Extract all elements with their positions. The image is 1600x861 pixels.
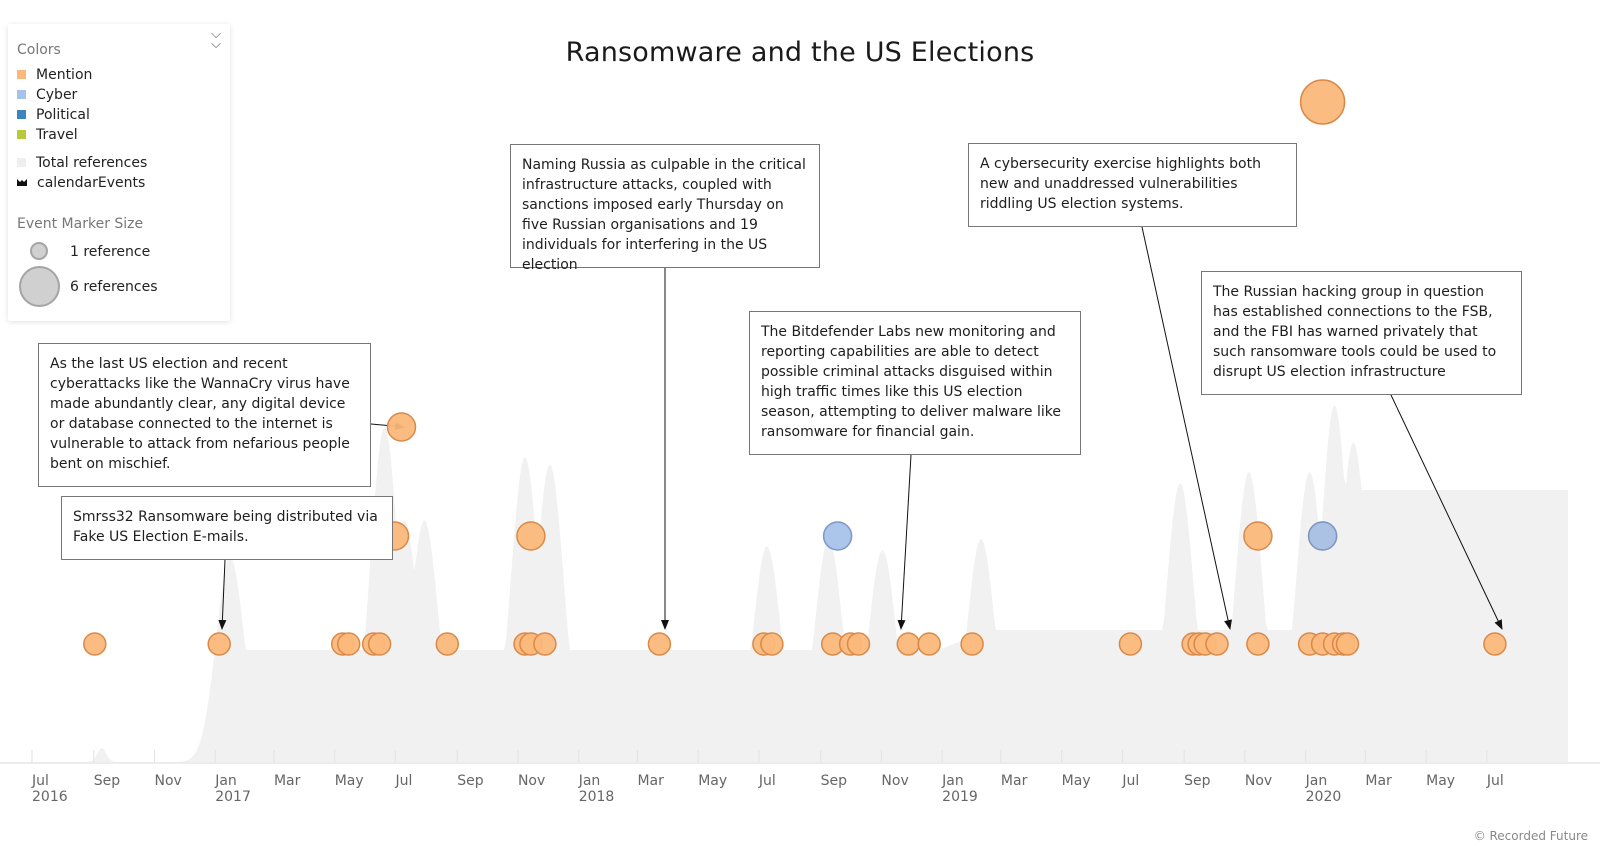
legend-item-label: calendarEvents bbox=[37, 175, 146, 191]
event-marker-mention[interactable] bbox=[896, 632, 921, 656]
legend-item-travel[interactable]: Travel bbox=[17, 126, 78, 144]
x-tick-label: May bbox=[698, 773, 727, 789]
annotation-connectors bbox=[218, 226, 1503, 630]
annotation-connector bbox=[897, 454, 912, 630]
legend-colors-title: Colors bbox=[17, 42, 61, 58]
annotation-box: Naming Russia as culpable in the critica… bbox=[510, 144, 820, 273]
size-small-label: 1 reference bbox=[70, 244, 151, 260]
small-marker-sample bbox=[30, 242, 48, 260]
x-tick-label: Nov bbox=[881, 773, 908, 789]
x-tick-label: Sep bbox=[1184, 773, 1211, 789]
x-tick-label: May bbox=[1426, 773, 1455, 789]
copyright: © Recorded Future bbox=[1473, 829, 1588, 843]
x-tick-year-label: 2017 bbox=[215, 789, 251, 805]
x-tick-label: Mar bbox=[1365, 773, 1392, 789]
event-marker-mention[interactable] bbox=[1483, 632, 1507, 656]
total-references-area bbox=[20, 405, 1568, 762]
legend-item-label: Cyber bbox=[36, 87, 78, 103]
legend-item-total-references[interactable]: Total references bbox=[17, 154, 147, 172]
event-marker-mention[interactable] bbox=[367, 632, 392, 656]
event-marker-mention[interactable] bbox=[760, 632, 784, 656]
x-tick-label: Mar bbox=[274, 773, 301, 789]
legend-size-title: Event Marker Size bbox=[17, 216, 144, 232]
annotation-box: The Bitdefender Labs new monitoring and … bbox=[749, 311, 1081, 455]
event-marker-cyber[interactable] bbox=[822, 521, 853, 551]
event-marker-mention[interactable] bbox=[960, 632, 984, 656]
event-marker-mention[interactable] bbox=[1118, 632, 1143, 656]
x-tick-year-label: 2016 bbox=[32, 789, 68, 805]
calendar-events-icon bbox=[17, 178, 27, 186]
mention-swatch bbox=[17, 69, 26, 79]
x-tick-label: Nov bbox=[1245, 773, 1272, 789]
x-tick-label: Nov bbox=[518, 773, 545, 789]
x-tick-label: Jul bbox=[758, 773, 776, 789]
x-tick-year-label: 2019 bbox=[942, 789, 978, 805]
event-markers bbox=[83, 79, 1507, 656]
legend-item-calendar-events[interactable]: calendarEvents bbox=[17, 174, 145, 192]
legend-item-cyber[interactable]: Cyber bbox=[17, 86, 77, 104]
event-marker-mention[interactable] bbox=[1205, 632, 1229, 656]
x-tick-label: May bbox=[1062, 773, 1091, 789]
event-marker-mention[interactable] bbox=[336, 632, 361, 656]
event-marker-mention[interactable] bbox=[846, 632, 871, 656]
x-tick-label: Jan bbox=[578, 773, 601, 789]
legend-panel: Colors ⌵ ⌵ Mention Cyber Political Travel… bbox=[8, 24, 230, 321]
event-marker-mention[interactable] bbox=[435, 632, 460, 656]
size-large-label: 6 references bbox=[70, 279, 158, 295]
event-marker-mention[interactable] bbox=[647, 632, 672, 656]
event-marker-mention[interactable] bbox=[917, 632, 941, 656]
political-swatch bbox=[17, 109, 26, 119]
x-tick-label: Jul bbox=[1121, 773, 1139, 789]
annotation-connector bbox=[1141, 226, 1232, 630]
annotation-box: The Russian hacking group in question ha… bbox=[1201, 271, 1522, 395]
x-tick-year-label: 2018 bbox=[579, 789, 615, 805]
x-tick-label: Jan bbox=[941, 773, 964, 789]
x-tick-label: Jul bbox=[1486, 773, 1504, 789]
x-tick-label: Jan bbox=[214, 773, 237, 789]
legend-item-label: Total references bbox=[36, 155, 148, 171]
large-marker-sample bbox=[19, 266, 60, 307]
annotation-box: Smrss32 Ransomware being distributed via… bbox=[61, 496, 393, 560]
event-marker-mention[interactable] bbox=[1335, 632, 1360, 656]
x-tick-year-label: 2020 bbox=[1306, 789, 1342, 805]
event-marker-mention[interactable] bbox=[83, 632, 107, 656]
x-tick-label: Jul bbox=[394, 773, 412, 789]
event-marker-mention[interactable] bbox=[1243, 521, 1273, 551]
legend-item-label: Mention bbox=[36, 67, 93, 83]
chart-title: Ransomware and the US Elections bbox=[565, 37, 1035, 68]
x-tick-label: May bbox=[335, 773, 364, 789]
event-marker-cyber[interactable] bbox=[1307, 521, 1338, 551]
event-marker-mention[interactable] bbox=[1299, 79, 1346, 125]
x-tick-label: Sep bbox=[821, 773, 848, 789]
x-tick-label: Mar bbox=[1001, 773, 1028, 789]
annotation-connector bbox=[218, 559, 227, 630]
x-tick-label: Sep bbox=[457, 773, 484, 789]
annotation-box: As the last US election and recent cyber… bbox=[38, 343, 371, 487]
total-references-area-layer bbox=[20, 405, 1568, 762]
x-tick-label: Nov bbox=[154, 773, 181, 789]
travel-swatch bbox=[17, 129, 26, 139]
x-tick-label: Sep bbox=[94, 773, 121, 789]
legend-item-political[interactable]: Political bbox=[17, 106, 90, 124]
x-tick-label: Jul bbox=[31, 773, 49, 789]
legend-item-label: Political bbox=[36, 107, 90, 123]
event-marker-mention[interactable] bbox=[386, 412, 417, 442]
event-marker-mention[interactable] bbox=[1246, 632, 1270, 656]
event-marker-mention[interactable] bbox=[207, 632, 231, 656]
legend-item-label: Travel bbox=[36, 127, 78, 143]
annotation-box: A cybersecurity exercise highlights both… bbox=[968, 143, 1297, 227]
x-tick-label: Jan bbox=[1305, 773, 1328, 789]
cyber-swatch bbox=[17, 89, 26, 99]
event-marker-mention[interactable] bbox=[516, 521, 546, 551]
total-references-swatch bbox=[17, 157, 26, 167]
annotation-connector bbox=[1390, 394, 1503, 630]
event-marker-mention[interactable] bbox=[533, 632, 557, 656]
double-chevron-down-icon[interactable]: ⌵ ⌵ bbox=[211, 27, 221, 52]
legend-item-mention[interactable]: Mention bbox=[17, 66, 92, 84]
x-tick-label: Mar bbox=[637, 773, 664, 789]
